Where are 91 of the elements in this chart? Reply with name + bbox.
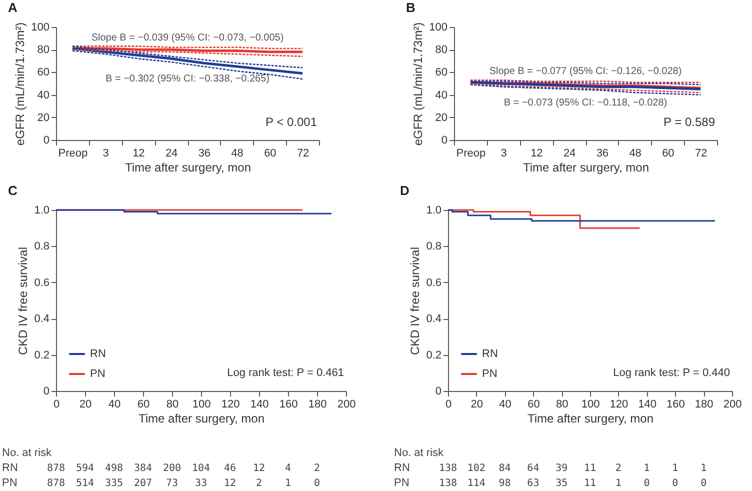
x-tick-label: 60 bbox=[137, 398, 150, 410]
y-tick-label: 0 bbox=[43, 134, 50, 146]
text: No. at risk bbox=[394, 447, 444, 459]
x-axis-title: Time after surgery, mon bbox=[138, 412, 265, 426]
chart-title: D bbox=[400, 183, 410, 198]
annotation: Slope B = −0.077 (95% CI: −0.126, −0.028) bbox=[489, 66, 682, 78]
annotation: P = 0.589 bbox=[664, 115, 716, 129]
x-tick-label: 40 bbox=[499, 398, 512, 410]
annotation: B = −0.073 (95% CI: −0.118, −0.028) bbox=[504, 97, 668, 108]
x-tick-label: 20 bbox=[79, 398, 92, 410]
chart-title: C bbox=[8, 183, 18, 198]
y-tick-label: 60 bbox=[37, 66, 50, 79]
x-tick-label: 80 bbox=[166, 398, 179, 410]
x-tick-label: 120 bbox=[610, 398, 628, 410]
y-axis-title: eGFR (mL/min/1.73m²) bbox=[13, 22, 28, 146]
y-tick-label: 0.8 bbox=[34, 240, 50, 253]
y-tick-label: 20 bbox=[37, 112, 50, 124]
x-axis-title: Time after surgery, mon bbox=[522, 160, 650, 174]
legend-label: RN bbox=[90, 348, 106, 360]
x-tick-label: 40 bbox=[108, 398, 121, 410]
text: No. at risk bbox=[2, 447, 52, 459]
x-tick-label: 180 bbox=[694, 398, 714, 410]
x-tick-label: 0 bbox=[53, 398, 60, 410]
x-tick-label: 72 bbox=[296, 148, 310, 160]
y-axis-title: CKD IV free survival bbox=[16, 246, 30, 356]
x-tick-label: 24 bbox=[165, 148, 178, 160]
legend-label: RN bbox=[482, 348, 498, 360]
legend-label: PN bbox=[90, 368, 106, 380]
x-tick-label: 36 bbox=[596, 148, 609, 160]
x-tick-label: 160 bbox=[666, 398, 685, 410]
x-tick-label: 100 bbox=[581, 398, 600, 410]
x-tick-label: 140 bbox=[250, 398, 269, 410]
y-tick-label: 1.0 bbox=[34, 204, 50, 216]
x-tick-label: 48 bbox=[231, 148, 244, 160]
x-tick-label: 200 bbox=[337, 398, 356, 410]
text: PN 138 114 98 63 35 11 1 0 0 0 bbox=[394, 477, 707, 489]
x-tick-label: 80 bbox=[556, 398, 568, 410]
y-tick-label: 0.4 bbox=[34, 313, 50, 326]
annotation: B = −0.302 (95% CI: −0.338, −0.265) bbox=[105, 74, 270, 85]
legend-label: PN bbox=[482, 368, 498, 380]
x-tick-label: 120 bbox=[221, 398, 240, 410]
y-tick-label: 40 bbox=[37, 89, 50, 102]
y-tick-label: 40 bbox=[435, 89, 448, 102]
annotation: P < 0.001 bbox=[266, 115, 318, 129]
y-tick-label: 0 bbox=[441, 134, 448, 146]
y-tick-label: 80 bbox=[435, 44, 448, 56]
y-tick-label: 20 bbox=[435, 112, 448, 124]
annotation: Log rank test: P = 0.461 bbox=[227, 367, 344, 379]
x-tick-label: 200 bbox=[723, 398, 742, 410]
x-tick-label: Preop bbox=[456, 148, 486, 160]
y-tick-label: 0 bbox=[43, 386, 50, 398]
y-tick-label: 60 bbox=[435, 66, 448, 79]
x-tick-label: 12 bbox=[132, 148, 145, 160]
x-tick-label: 72 bbox=[694, 148, 708, 160]
x-tick-label: 3 bbox=[102, 148, 109, 160]
y-tick-label: 0.2 bbox=[426, 349, 442, 362]
x-tick-label: 20 bbox=[470, 398, 484, 410]
x-axis-title: Time after surgery, mon bbox=[527, 412, 654, 426]
y-tick-label: 0.4 bbox=[426, 313, 442, 326]
y-axis-title: eGFR (mL/min/1.73m²) bbox=[411, 22, 426, 146]
x-tick-label: 140 bbox=[638, 398, 656, 410]
x-tick-label: 48 bbox=[629, 148, 642, 160]
y-axis-title: CKD IV free survival bbox=[408, 246, 422, 356]
y-tick-label: 0.6 bbox=[426, 276, 442, 289]
x-tick-label: 100 bbox=[192, 398, 211, 410]
chart-title: A bbox=[8, 0, 18, 15]
x-tick-label: 60 bbox=[528, 398, 540, 410]
y-tick-label: 1.0 bbox=[426, 204, 442, 216]
text: RN 878 594 498 384 200 104 46 12 4 2 bbox=[2, 462, 320, 474]
text: RN 138 102 84 64 39 11 2 1 1 1 bbox=[394, 462, 707, 474]
text: PN 878 514 335 207 73 33 12 2 1 0 bbox=[2, 477, 320, 489]
y-tick-label: 0.8 bbox=[426, 240, 442, 253]
annotation: Log rank test: P = 0.440 bbox=[613, 367, 730, 379]
y-tick-label: 80 bbox=[37, 44, 50, 56]
x-tick-label: 36 bbox=[198, 148, 211, 160]
x-tick-label: 12 bbox=[530, 148, 543, 160]
y-tick-label: 100 bbox=[429, 22, 448, 34]
x-tick-label: 160 bbox=[279, 398, 298, 410]
x-tick-label: 24 bbox=[563, 148, 576, 160]
x-tick-label: 60 bbox=[662, 148, 674, 160]
annotation: Slope B = −0.039 (95% CI: −0.073, −0.005) bbox=[91, 32, 284, 44]
y-tick-label: 100 bbox=[31, 22, 50, 34]
x-tick-label: 3 bbox=[500, 148, 507, 160]
x-tick-label: 180 bbox=[308, 398, 327, 410]
x-axis-title: Time after surgery, mon bbox=[124, 160, 252, 174]
y-tick-label: 0.2 bbox=[34, 349, 50, 362]
x-tick-label: 60 bbox=[264, 148, 276, 160]
y-tick-label: 0.6 bbox=[34, 276, 50, 289]
chart-title: B bbox=[406, 0, 416, 15]
x-tick-label: Preop bbox=[58, 148, 88, 160]
y-tick-label: 0 bbox=[435, 386, 442, 398]
